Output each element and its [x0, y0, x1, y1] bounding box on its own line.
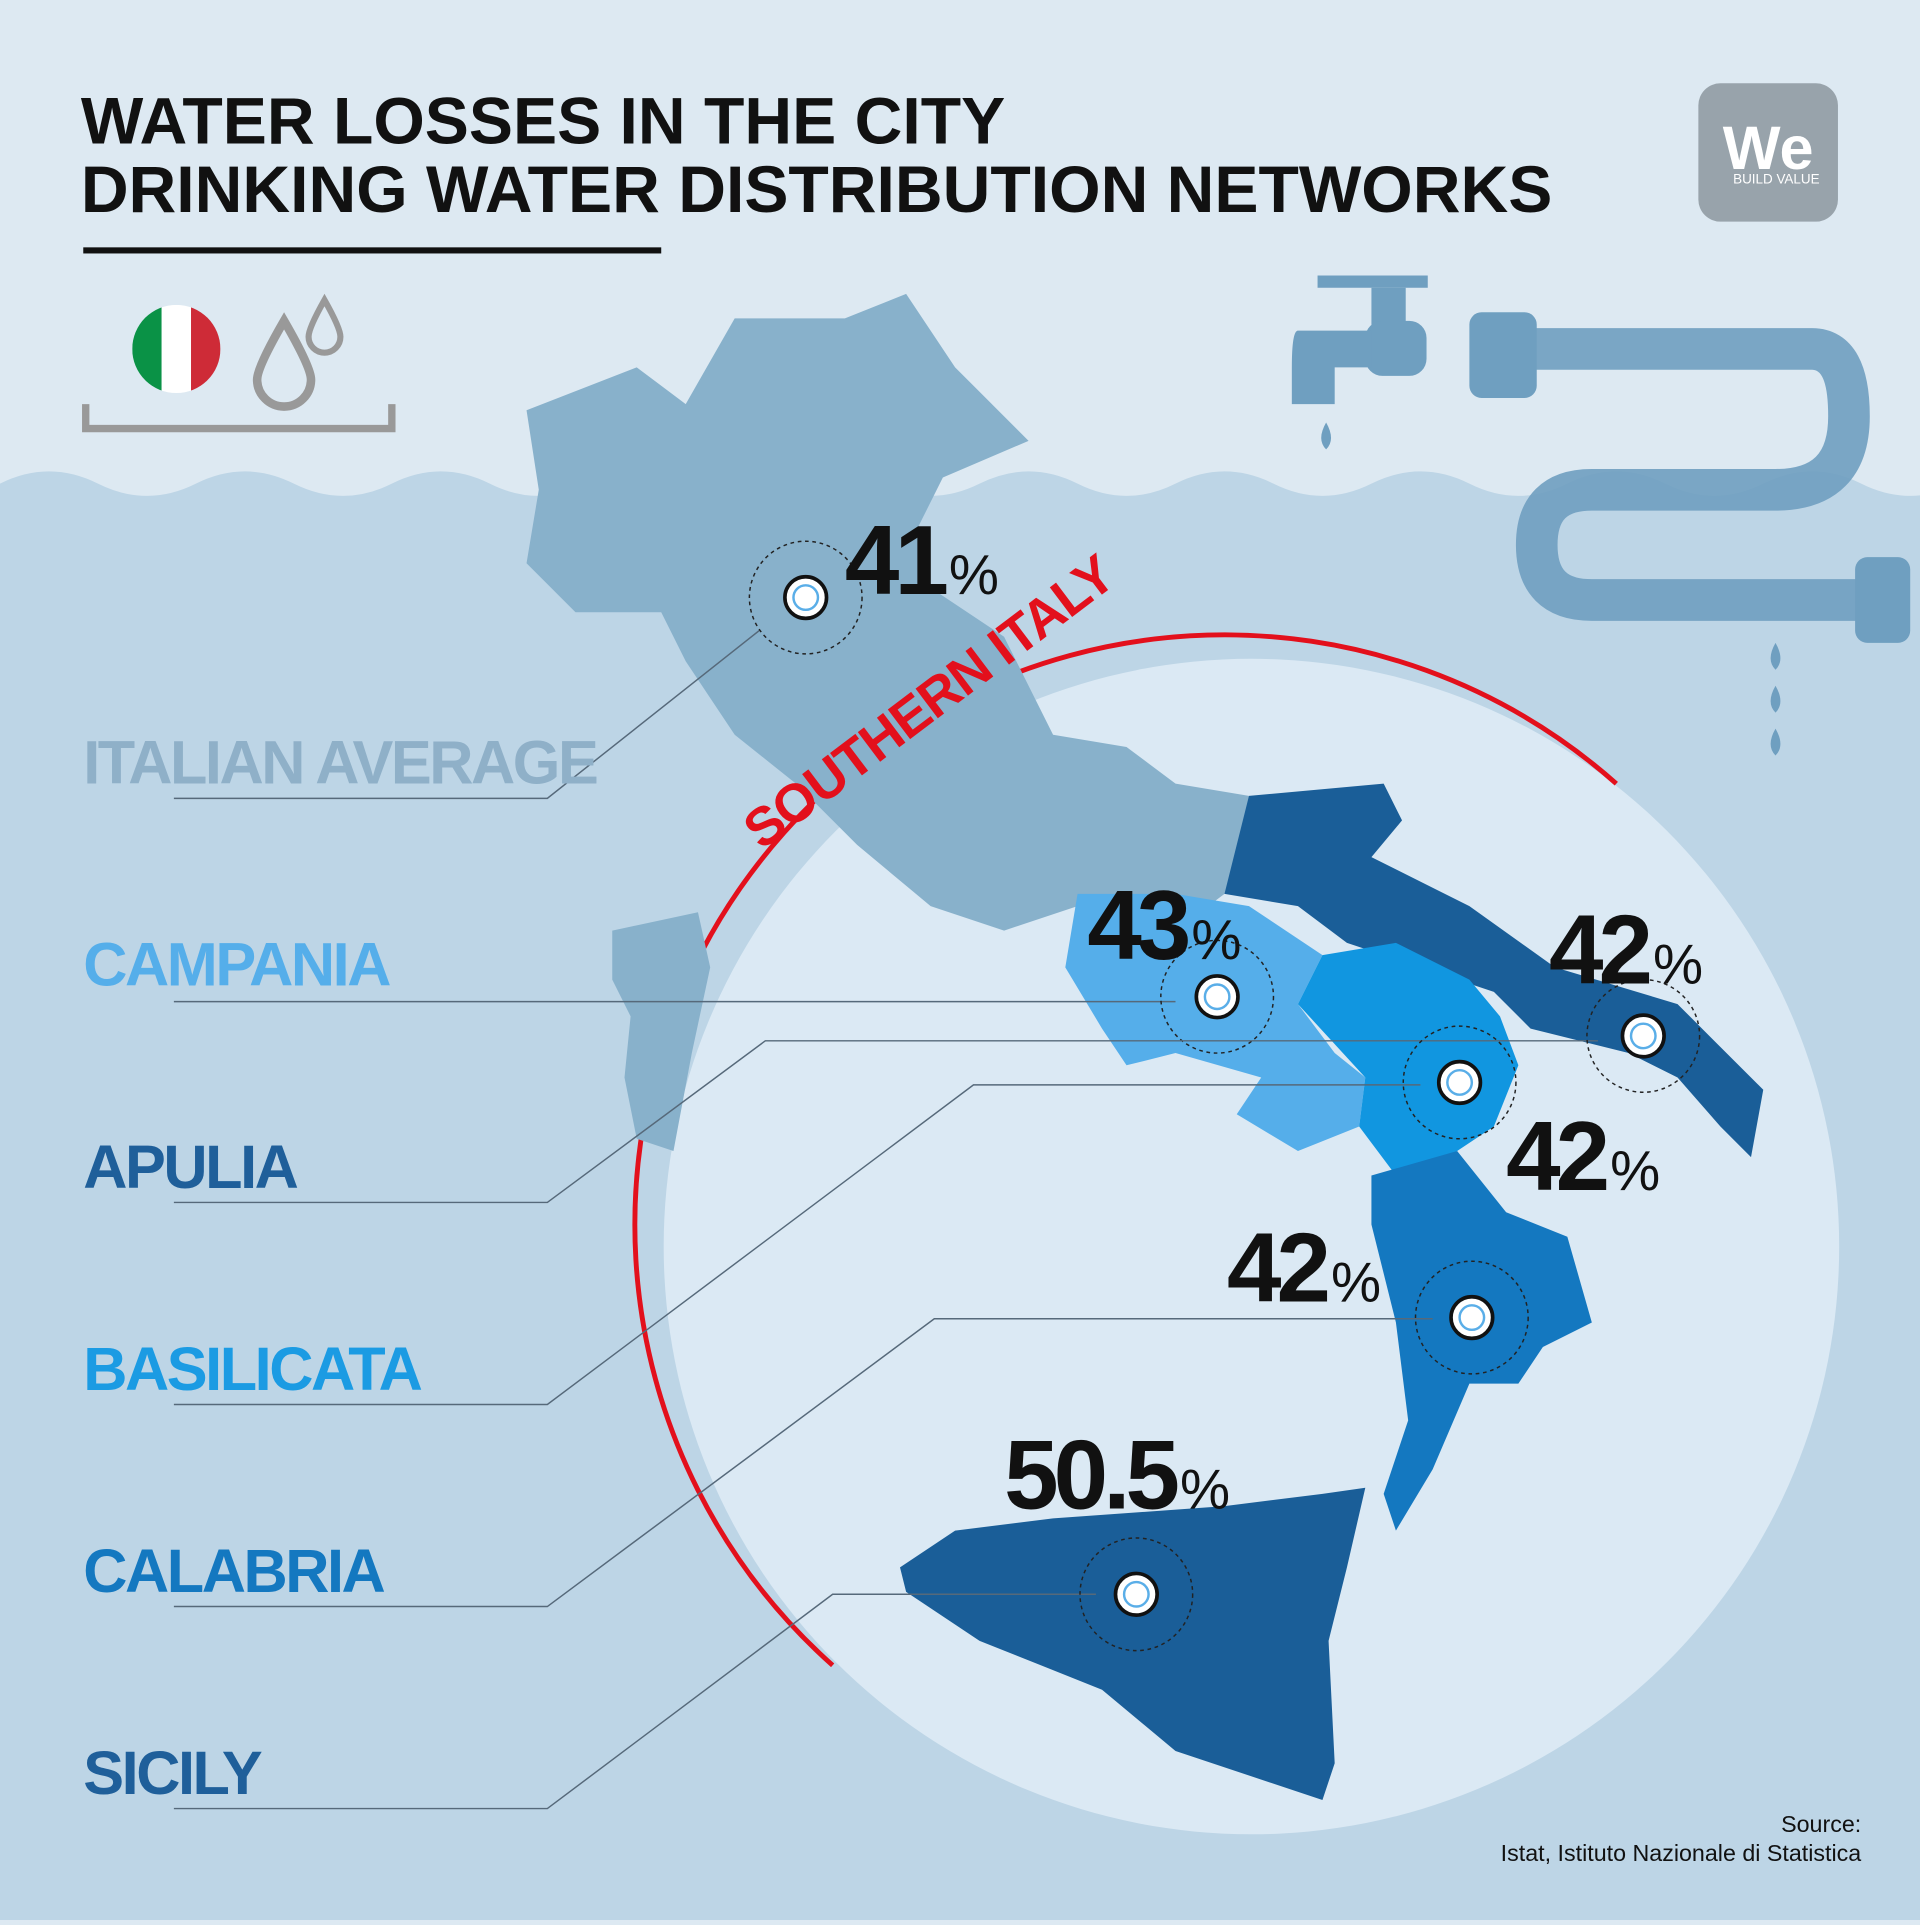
- region-unit: %: [1331, 1251, 1381, 1314]
- leader-line: [173, 630, 760, 800]
- leader-line: [173, 1040, 1598, 1204]
- region-name: ITALIAN AVERAGE: [83, 729, 597, 797]
- region-value: 42: [1227, 1213, 1328, 1323]
- region-value: 50.5: [1004, 1420, 1177, 1530]
- pipe: [1515, 328, 1870, 621]
- source-text: Istat, Istituto Nazionale di Statistica: [1501, 1840, 1862, 1866]
- region-campania: [1065, 893, 1366, 1152]
- source-label: Source:: [1781, 1811, 1861, 1837]
- region-unit: %: [949, 543, 999, 606]
- region-name: CAMPANIA: [83, 931, 390, 999]
- logo-mark: We: [1723, 114, 1814, 182]
- marker-dot: [1203, 983, 1231, 1011]
- marker-dot: [792, 584, 820, 612]
- marker-dot: [1122, 1580, 1150, 1608]
- region-unit: %: [1653, 932, 1703, 995]
- region-north-central: [526, 293, 1249, 931]
- icons: [82, 293, 396, 433]
- region-name: CALABRIA: [83, 1537, 384, 1605]
- marker-dot: [1458, 1304, 1486, 1332]
- region-unit: %: [1191, 908, 1241, 971]
- region-sardinia: [612, 912, 711, 1152]
- marker-ring: [1414, 1260, 1529, 1375]
- region-value: 42: [1549, 894, 1650, 1004]
- title-rule: [83, 247, 662, 254]
- region-name: APULIA: [83, 1133, 297, 1201]
- marker-ring: [1586, 978, 1701, 1093]
- leader-line: [173, 1318, 1433, 1608]
- region-value: 42: [1506, 1101, 1607, 1211]
- region-value: 41: [845, 505, 947, 615]
- region-calabria: [1371, 1151, 1592, 1531]
- tap: [1291, 275, 1911, 756]
- marker-dot: [1629, 1022, 1657, 1050]
- region-sicily: [900, 1487, 1366, 1800]
- region-apulia: [1224, 783, 1764, 1158]
- region-value: 43: [1087, 870, 1188, 980]
- leader-line: [173, 1084, 1421, 1406]
- region-name: SICILY: [83, 1739, 262, 1807]
- marker-dot: [1446, 1068, 1474, 1096]
- title-line: WATER LOSSES IN THE CITY: [81, 84, 1005, 158]
- marker-ring: [748, 540, 863, 655]
- marker-ring: [1402, 1025, 1517, 1140]
- leader-line: [173, 1593, 1096, 1810]
- region-unit: %: [1180, 1458, 1230, 1521]
- region-name: BASILICATA: [83, 1335, 421, 1403]
- marker-ring: [1160, 939, 1275, 1054]
- southern-arc: [632, 632, 1618, 1668]
- marker-ring: [1079, 1537, 1194, 1652]
- title-line: DRINKING WATER DISTRIBUTION NETWORKS: [81, 153, 1552, 227]
- region-unit: %: [1610, 1139, 1660, 1202]
- logo-tagline: BUILD VALUE: [1733, 172, 1820, 187]
- logo: We BUILD VALUE: [1698, 83, 1838, 222]
